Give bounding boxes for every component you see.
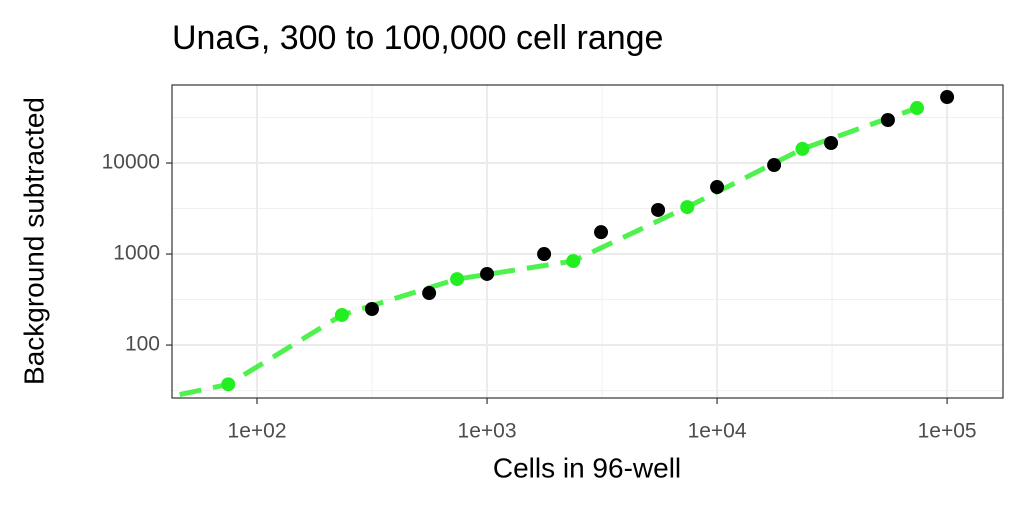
point [710,180,725,195]
point [537,247,552,262]
point [480,266,495,281]
point [940,90,955,105]
x-tick-label: 1e+02 [228,420,287,443]
point [566,254,581,269]
panel-border [171,84,1004,399]
point [824,135,839,150]
point [334,307,349,322]
point [594,225,609,240]
x-tick-label: 1e+03 [458,420,517,443]
chart-title: UnaG, 300 to 100,000 cell range [172,19,663,57]
point [450,272,465,287]
plot-marks [172,90,955,398]
x-tick-label: 1e+04 [688,420,747,443]
point [422,286,437,301]
point [767,158,782,173]
x-axis-title: Cells in 96-well [493,452,681,483]
point [795,141,810,156]
x-tick-label: 1e+05 [918,420,977,443]
point [680,200,695,215]
point [221,377,236,392]
point [910,101,925,116]
point [651,202,666,217]
point [880,113,895,128]
y-tick-label: 10000 [102,151,160,174]
point [364,301,379,316]
y-tick-label: 1000 [113,242,160,265]
y-tick-label: 100 [125,333,160,356]
y-axis-title: Background subtracted [18,97,49,385]
trend-line [172,105,918,398]
